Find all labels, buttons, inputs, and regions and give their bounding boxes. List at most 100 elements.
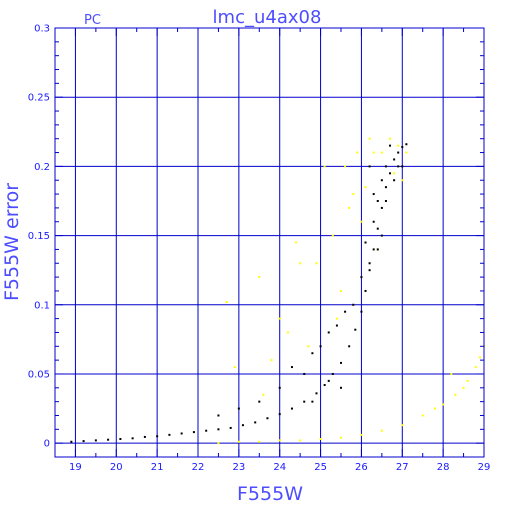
black-point [384, 186, 387, 189]
yellow-point [466, 379, 469, 382]
yellow-point [433, 407, 436, 410]
black-point [389, 172, 392, 175]
yellow-point [478, 356, 481, 359]
chart-tag: PC [84, 13, 101, 28]
yellow-point [405, 151, 408, 154]
black-point [397, 165, 400, 168]
yellow-point [237, 440, 240, 443]
black-point [241, 424, 244, 427]
black-point [393, 179, 396, 182]
yellow-point [454, 393, 457, 396]
black-point [168, 433, 171, 436]
black-point [368, 165, 371, 168]
yellow-point [360, 433, 363, 436]
black-point [397, 151, 400, 154]
black-point [311, 400, 314, 403]
black-point [237, 407, 240, 410]
black-point [354, 328, 357, 331]
black-point [303, 372, 306, 375]
yellow-point [421, 414, 424, 417]
black-point [384, 199, 387, 202]
black-point [131, 437, 134, 440]
black-point [364, 241, 367, 244]
yellow-point [352, 193, 355, 196]
black-point [278, 386, 281, 389]
black-point [360, 310, 363, 313]
y-tick-label: 0.25 [28, 93, 50, 104]
black-point [319, 345, 322, 348]
black-point [344, 310, 347, 313]
yellow-point [368, 137, 371, 140]
yellow-point [393, 172, 396, 175]
black-point [143, 435, 146, 438]
y-axis-title: F555W error [1, 183, 23, 301]
black-point [372, 193, 375, 196]
black-point [368, 262, 371, 265]
black-point [82, 440, 85, 443]
yellow-point [372, 151, 375, 154]
black-point [360, 276, 363, 279]
yellow-point [380, 429, 383, 432]
black-point [180, 432, 183, 435]
yellow-point [401, 424, 404, 427]
yellow-point [380, 151, 383, 154]
black-point [348, 345, 351, 348]
black-point [335, 324, 338, 327]
black-point [192, 431, 195, 434]
yellow-point [299, 439, 302, 442]
yellow-point [319, 438, 322, 441]
x-tick-label: 23 [232, 462, 245, 473]
black-point [303, 400, 306, 403]
black-point [376, 227, 379, 230]
black-point [266, 417, 269, 420]
yellow-point [295, 241, 298, 244]
black-point [331, 372, 334, 375]
x-tick-label: 28 [437, 462, 450, 473]
black-point [340, 386, 342, 389]
grid-lines [55, 27, 485, 457]
yellow-point [233, 366, 236, 369]
yellow-point [270, 359, 273, 362]
black-point [376, 199, 379, 202]
chart-title: lmc_u4ax08 [213, 7, 322, 28]
x-tick-label: 25 [314, 462, 327, 473]
x-tick-label: 21 [151, 462, 164, 473]
yellow-point [442, 403, 445, 406]
black-point [217, 428, 220, 431]
yellow-point [474, 366, 477, 369]
black-point [380, 206, 383, 209]
yellow-point [340, 289, 342, 292]
y-tick-label: 0.05 [28, 369, 50, 380]
yellow-point [307, 345, 310, 348]
x-tick-label: 26 [355, 462, 368, 473]
x-tick-label: 20 [110, 462, 123, 473]
yellow-point [397, 144, 400, 147]
data-points [70, 137, 485, 445]
black-point [327, 331, 330, 334]
yellow-point [299, 262, 302, 265]
yellow-point [286, 331, 289, 334]
yellow-point [258, 276, 261, 279]
black-point [315, 392, 318, 395]
yellow-point [323, 165, 326, 168]
black-point [401, 165, 404, 168]
x-axis-title: F555W [237, 483, 303, 505]
black-point [401, 146, 404, 149]
yellow-point [389, 137, 392, 140]
black-point [352, 303, 355, 306]
black-point [107, 438, 110, 441]
yellow-point [258, 440, 261, 443]
black-point [380, 234, 383, 237]
y-tick-label: 0.2 [34, 162, 50, 173]
x-tick-label: 27 [396, 462, 409, 473]
yellow-point [331, 234, 334, 237]
black-point [372, 248, 375, 251]
black-point [290, 407, 293, 410]
black-point [340, 361, 342, 364]
black-point [70, 440, 73, 443]
yellow-point [462, 386, 465, 389]
black-point [258, 400, 261, 403]
black-point [119, 438, 122, 441]
black-point [94, 439, 97, 442]
